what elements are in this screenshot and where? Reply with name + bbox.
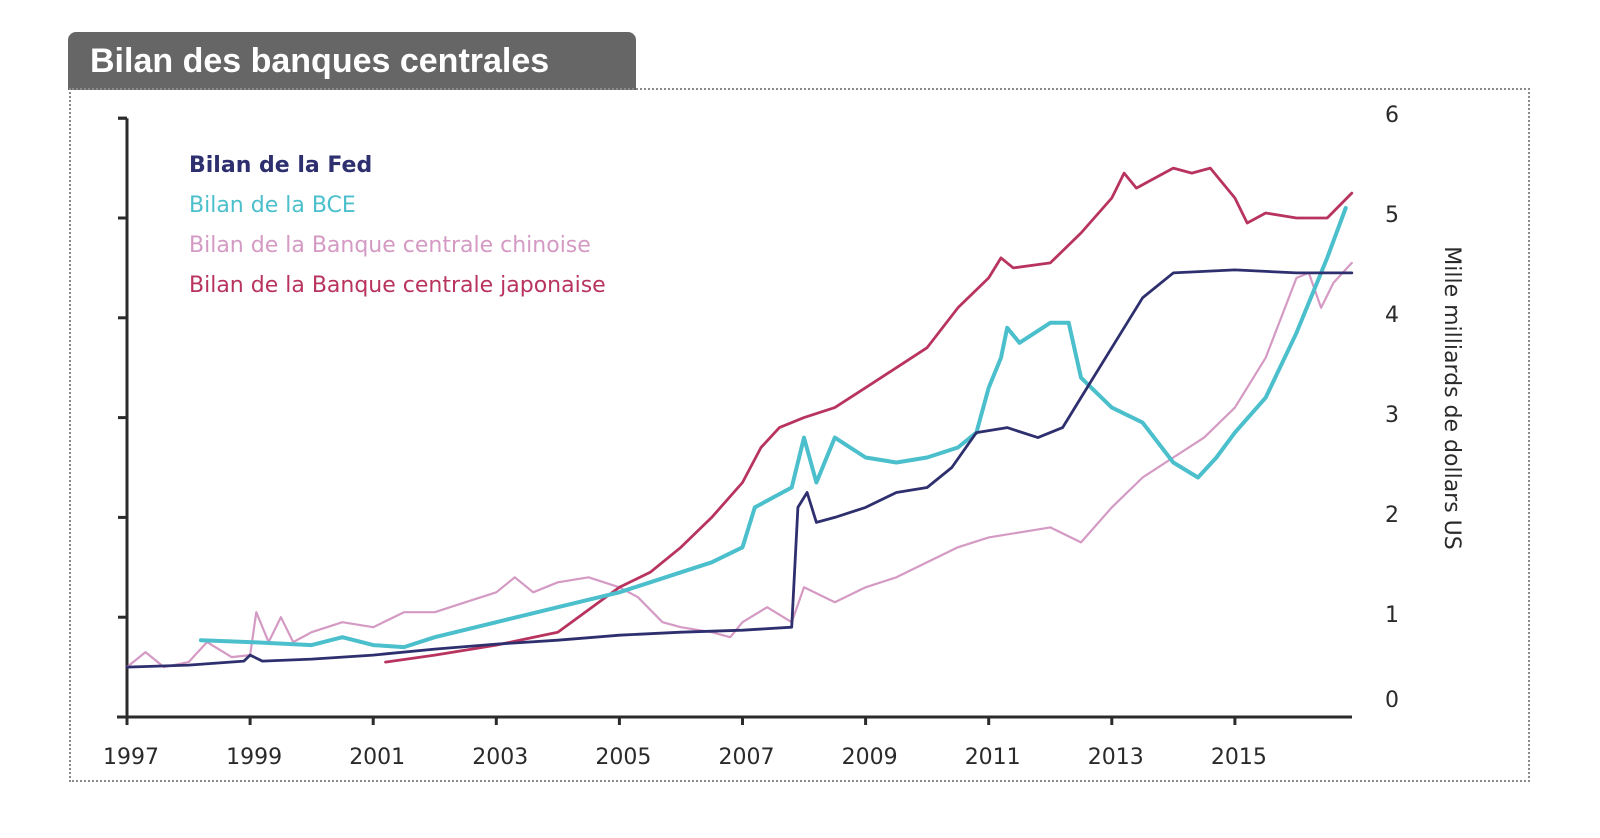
x-tick-label: 1997 xyxy=(103,745,159,770)
y-tick-label: 4 xyxy=(1385,303,1399,328)
y-axis-title: Mille milliards de dollars US xyxy=(1439,246,1464,549)
x-tick-label: 2015 xyxy=(1211,745,1267,770)
x-tick-label: 2011 xyxy=(965,745,1021,770)
x-tick-label: 2013 xyxy=(1088,745,1144,770)
series-line-3 xyxy=(384,166,1354,664)
legend-entry: Bilan de la Banque centrale japonaise xyxy=(189,273,606,298)
x-tick-label: 2009 xyxy=(842,745,898,770)
chart-frame xyxy=(69,88,1530,782)
y-tick-label: 6 xyxy=(1385,103,1399,128)
series-line-2 xyxy=(125,261,1353,669)
tick-labels: 1997 1999 2001 2003 2005 2007 2009 2011 2013 2015… xyxy=(103,103,1399,770)
axes xyxy=(117,116,1352,725)
x-tick-label: 2005 xyxy=(595,745,651,770)
legend-entry: Bilan de la BCE xyxy=(189,193,356,218)
series-line-0 xyxy=(125,268,1354,669)
legend-entry: Bilan de la Fed xyxy=(189,153,372,178)
y-tick-label: 1 xyxy=(1385,603,1399,628)
legend: Bilan de la Fed Bilan de la BCE Bilan de l… xyxy=(189,153,606,298)
y-tick-label: 5 xyxy=(1385,203,1399,228)
x-tick-label: 2003 xyxy=(472,745,528,770)
x-tick-label: 2001 xyxy=(349,745,405,770)
y-tick-label: 3 xyxy=(1385,403,1399,428)
y-tick-label: 2 xyxy=(1385,503,1399,528)
legend-entry: Bilan de la Banque centrale chinoise xyxy=(189,233,591,258)
y-tick-label: 0 xyxy=(1385,688,1399,713)
series-lines xyxy=(125,166,1354,669)
x-tick-label: 1999 xyxy=(226,745,282,770)
x-tick-label: 2007 xyxy=(719,745,775,770)
series-line-1 xyxy=(198,206,1348,650)
chart-title: Bilan des banques centrales xyxy=(68,32,636,90)
